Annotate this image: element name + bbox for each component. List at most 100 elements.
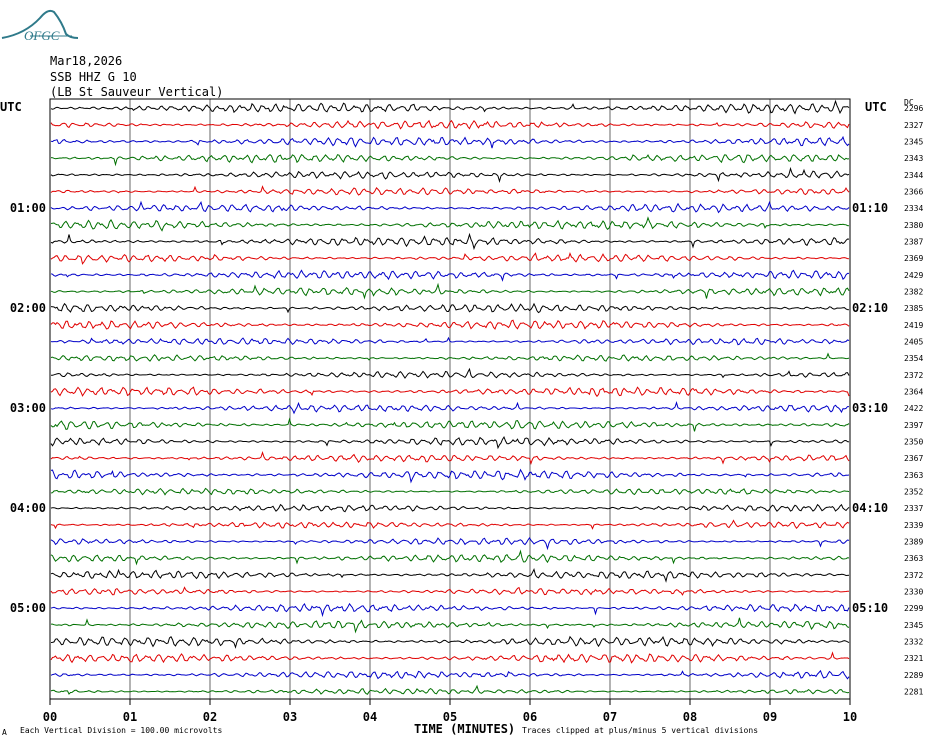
dc-offset-label: 2343 <box>904 154 923 163</box>
right-time-label: 04:10 <box>852 501 888 515</box>
trace-row-4 <box>50 154 850 167</box>
right-utc-title: UTC <box>865 100 887 114</box>
dc-offset-label: 2354 <box>904 354 923 363</box>
dc-offset-label: 2382 <box>904 288 923 297</box>
dc-offset-label: 2405 <box>904 338 923 347</box>
dc-offset-label: 2332 <box>904 638 923 647</box>
trace-row-28 <box>50 549 850 566</box>
dc-offset-label: 2366 <box>904 188 923 197</box>
trace-row-3 <box>50 135 850 149</box>
trace-row-12 <box>50 282 850 300</box>
dc-offset-label: 2363 <box>904 471 923 480</box>
dc-offset-label: 2344 <box>904 171 923 180</box>
x-axis-label: TIME (MINUTES) <box>414 722 516 736</box>
dc-offset-label: 2429 <box>904 271 923 280</box>
x-tick-label: 04 <box>363 710 377 724</box>
trace-row-32 <box>51 617 850 634</box>
dc-header: DC <box>904 98 914 107</box>
dc-offset-label: 2327 <box>904 121 923 130</box>
dc-offset-label: 2387 <box>904 238 923 247</box>
trace-row-33 <box>50 635 850 649</box>
dc-offset-label: 2385 <box>904 304 923 313</box>
dc-offset-label: 2389 <box>904 538 923 547</box>
trace-row-7 <box>50 200 850 214</box>
trace-row-16 <box>50 352 850 362</box>
trace-row-11 <box>50 269 849 282</box>
trace-row-18 <box>50 386 850 398</box>
right-time-label: 03:10 <box>852 401 888 415</box>
dc-offset-label: 2363 <box>904 554 923 563</box>
trace-row-10 <box>50 252 850 265</box>
trace-row-17 <box>50 367 850 379</box>
dc-offset-label: 2321 <box>904 654 923 663</box>
trace-row-21 <box>50 436 850 450</box>
left-time-label: 04:00 <box>10 501 46 515</box>
x-tick-label: 05 <box>443 710 457 724</box>
clip-note: Traces clipped at plus/minus 5 vertical … <box>522 726 759 735</box>
trace-row-27 <box>50 537 850 551</box>
trace-row-2 <box>50 119 850 130</box>
dc-offset-label: 2337 <box>904 504 923 513</box>
trace-row-19 <box>50 401 849 415</box>
trace-row-26 <box>50 519 850 530</box>
corner-mark: A <box>2 728 7 737</box>
trace-row-14 <box>50 319 850 330</box>
trace-row-5 <box>50 166 850 184</box>
dc-offset-label: 2345 <box>904 138 923 147</box>
left-time-label: 02:00 <box>10 301 46 315</box>
ofgc-logo: OFGC <box>0 4 80 44</box>
dc-offset-label: 2419 <box>904 321 923 330</box>
right-time-label: 01:10 <box>852 201 888 215</box>
dc-offset-label: 2352 <box>904 488 923 497</box>
right-time-label: 05:10 <box>852 601 888 615</box>
left-time-label: 03:00 <box>10 401 46 415</box>
trace-row-13 <box>50 302 850 314</box>
logo-graphic: OFGC <box>1 9 79 43</box>
x-tick-label: 09 <box>763 710 777 724</box>
x-tick-label: 06 <box>523 710 537 724</box>
dc-offset-label: 2334 <box>904 204 923 213</box>
left-utc-title: UTC <box>0 100 22 114</box>
trace-row-9 <box>50 232 850 251</box>
dc-offset-label: 2372 <box>904 571 923 580</box>
dc-offset-label: 2380 <box>904 221 923 230</box>
trace-row-23 <box>50 468 850 484</box>
station-code: SSB HHZ G 10 <box>50 70 137 84</box>
trace-row-30 <box>50 586 849 596</box>
dc-offset-label: 2299 <box>904 604 923 613</box>
dc-offset-label: 2369 <box>904 254 923 263</box>
x-tick-label: 10 <box>843 710 857 724</box>
dc-offset-label: 2397 <box>904 421 923 430</box>
scale-note: Each Vertical Division = 100.00 microvol… <box>20 726 223 735</box>
dc-offset-label: 2350 <box>904 438 923 447</box>
trace-row-22 <box>50 451 850 466</box>
trace-row-31 <box>50 602 850 618</box>
trace-row-15 <box>50 336 850 346</box>
dc-offset-label: 2339 <box>904 521 923 530</box>
x-tick-label: 02 <box>203 710 217 724</box>
station-location: (LB St Sauveur Vertical) <box>50 85 224 99</box>
left-time-label: 05:00 <box>10 601 46 615</box>
dc-offset-label: 2364 <box>904 388 923 397</box>
dc-offset-label: 2281 <box>904 688 923 697</box>
trace-row-1 <box>50 99 850 115</box>
dc-offset-label: 2330 <box>904 588 923 597</box>
dc-offset-label: 2422 <box>904 404 923 413</box>
trace-row-34 <box>50 651 850 664</box>
x-tick-label: 08 <box>683 710 697 724</box>
trace-row-35 <box>50 669 850 680</box>
logo-text: OFGC <box>24 28 60 43</box>
trace-row-24 <box>50 487 850 496</box>
trace-row-8 <box>50 216 850 232</box>
dc-offset-label: 2289 <box>904 671 923 680</box>
trace-row-29 <box>50 567 850 583</box>
record-date: Mar18,2026 <box>50 54 123 68</box>
left-time-label: 01:00 <box>10 201 46 215</box>
dc-offset-label: 2367 <box>904 454 923 463</box>
dc-offset-label: 2345 <box>904 621 923 630</box>
trace-row-36 <box>50 684 850 695</box>
x-tick-label: 07 <box>603 710 617 724</box>
trace-row-6 <box>50 185 850 196</box>
dc-offset-label: 2296 <box>904 104 923 113</box>
